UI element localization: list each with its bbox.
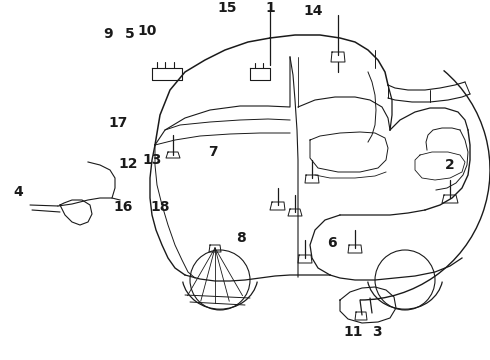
Text: 1: 1	[265, 1, 275, 15]
Text: 8: 8	[236, 231, 246, 245]
Text: 17: 17	[108, 116, 128, 130]
Text: 15: 15	[217, 1, 237, 15]
Text: 14: 14	[303, 4, 323, 18]
Text: 4: 4	[13, 185, 23, 199]
Text: 16: 16	[113, 200, 133, 214]
Text: 6: 6	[327, 236, 337, 250]
Text: 18: 18	[150, 200, 170, 214]
Text: 7: 7	[208, 145, 218, 159]
Text: 10: 10	[137, 24, 157, 38]
Text: 5: 5	[125, 27, 135, 41]
Text: 13: 13	[142, 153, 162, 167]
Text: 9: 9	[103, 27, 113, 41]
Text: 11: 11	[343, 325, 363, 339]
Text: 12: 12	[118, 157, 138, 171]
Text: 2: 2	[445, 158, 455, 172]
Text: 3: 3	[372, 325, 382, 339]
